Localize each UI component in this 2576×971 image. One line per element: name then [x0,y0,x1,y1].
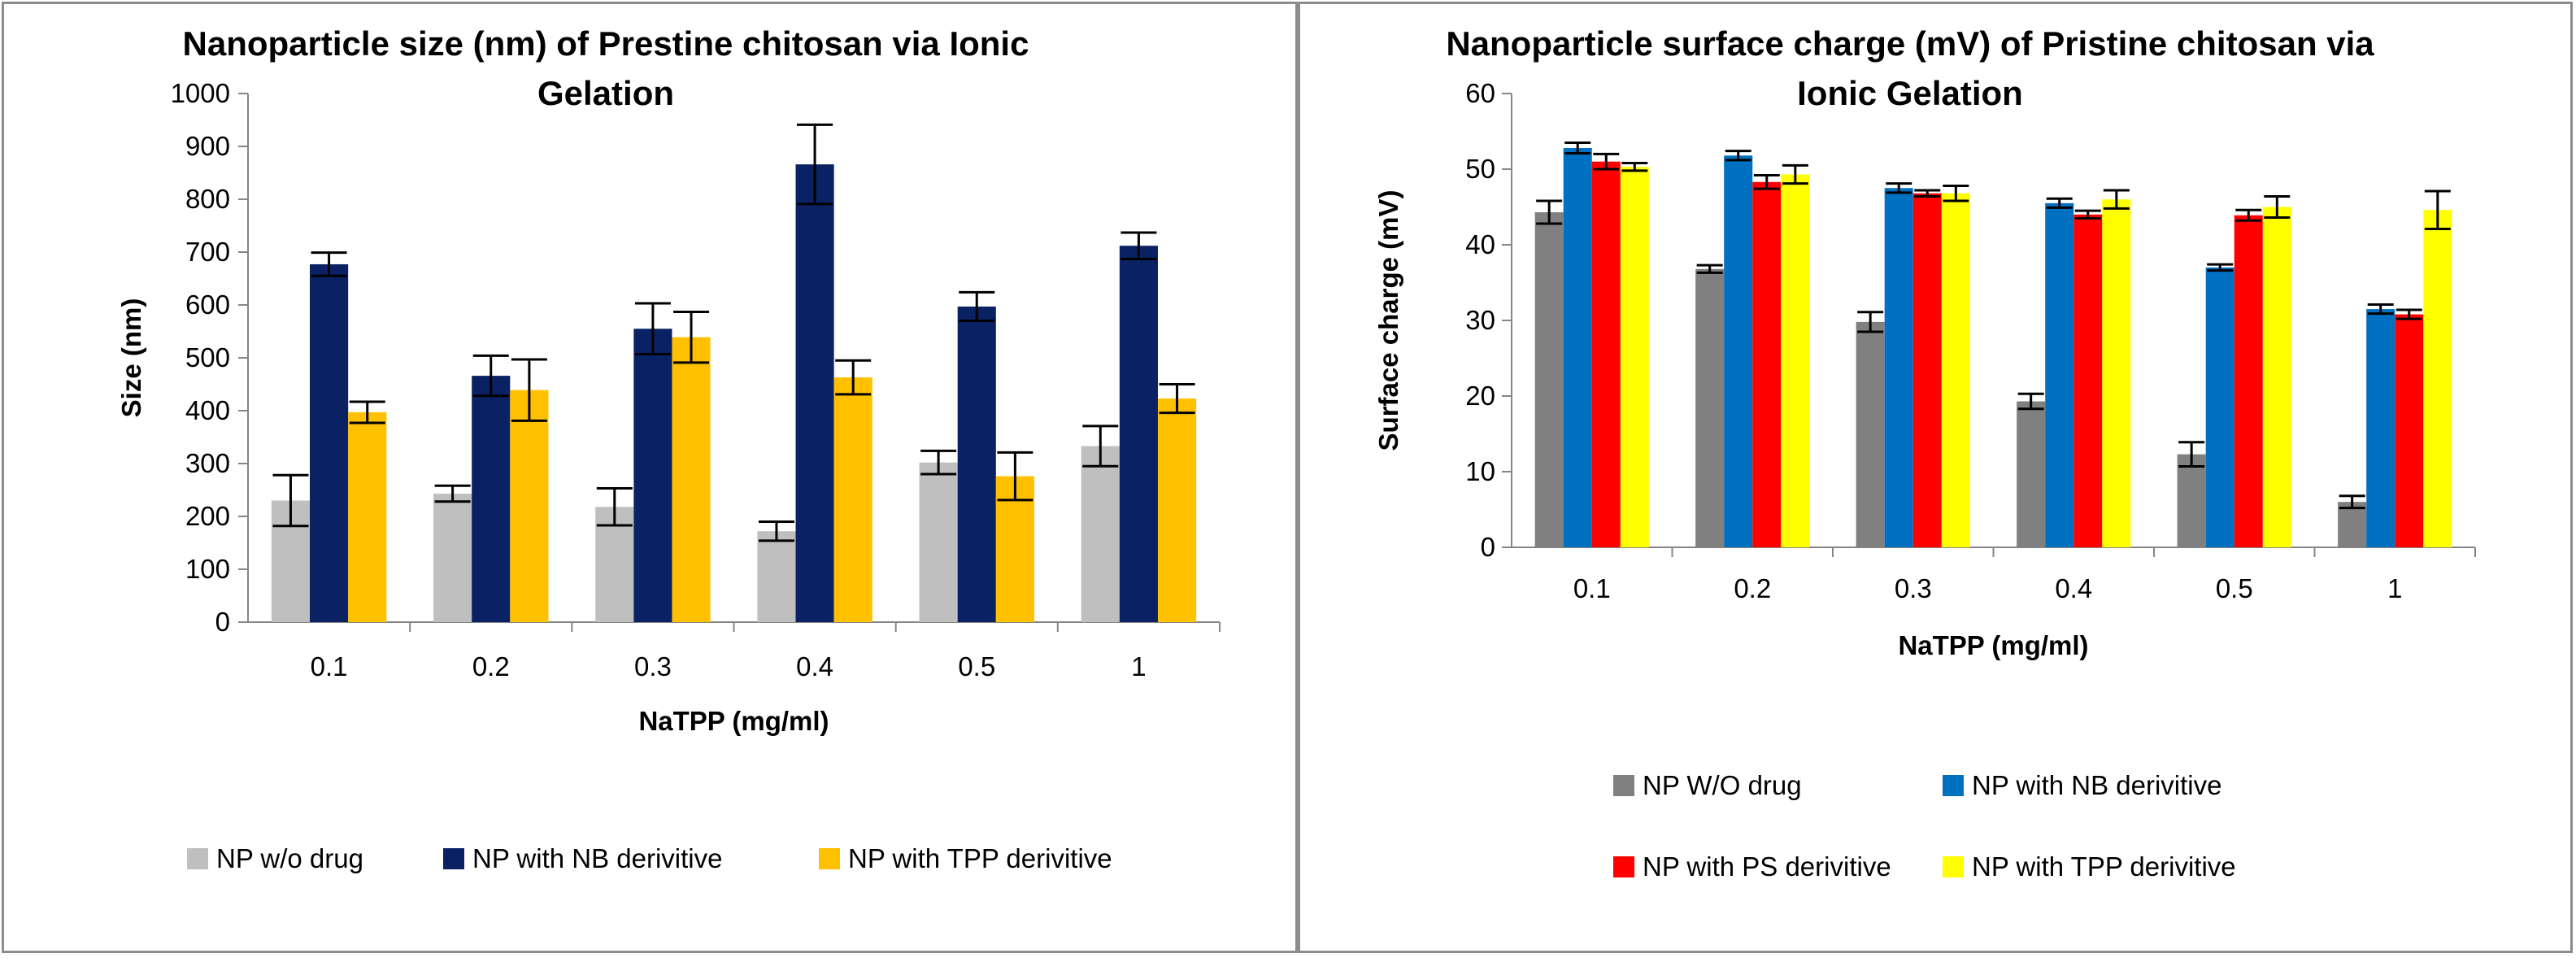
x-tick-label: 0.4 [796,651,833,681]
size-chart-panel: Nanoparticle size (nm) of Prestine chito… [2,2,1298,953]
x-axis-label: NaTPP (mg/ml) [638,706,829,736]
bar [757,531,796,622]
bar [2366,309,2395,547]
bar [510,390,549,622]
bar [2205,267,2234,547]
legend-swatch [1613,856,1634,877]
bar [348,411,387,622]
bar [2262,207,2291,547]
chart-title-line: Nanoparticle surface charge (mV) of Pris… [1446,24,2374,63]
bar [1856,321,1885,547]
y-tick-label: 0 [1481,532,1495,562]
x-tick-label: 0.2 [472,651,510,681]
y-tick-label: 1000 [171,78,230,108]
bar [957,306,996,622]
y-axis-label: Surface charge (mV) [1373,190,1403,451]
bar [1724,155,1753,547]
legend-swatch [819,848,840,869]
size-chart: Nanoparticle size (nm) of Prestine chito… [116,24,1221,873]
bar [2338,502,2367,547]
y-tick-label: 500 [185,342,230,372]
x-tick-label: 0.2 [1734,573,1771,603]
y-tick-label: 100 [185,554,230,584]
legend-label: NP with NB derivitive [1972,770,2222,800]
legend-swatch [1943,775,1964,796]
bar [1941,193,1970,547]
legend-swatch [187,848,208,869]
y-tick-label: 900 [185,131,230,161]
bar [672,337,711,622]
y-tick-label: 40 [1465,229,1495,259]
y-tick-label: 400 [185,395,230,425]
charge-chart-panel: Nanoparticle surface charge (mV) of Pris… [1298,2,2573,953]
x-tick-label: 0.3 [634,651,672,681]
bar [1620,167,1649,547]
bar [1752,181,1782,547]
bar [1781,174,1810,547]
legend-label: NP with NB derivitive [472,843,723,873]
bar [1081,446,1120,622]
bar [2395,314,2424,547]
legend-swatch [1613,775,1634,796]
legend-swatch [1943,856,1964,877]
legend-label: NP w/o drug [216,843,363,873]
bar [1563,147,1592,547]
y-axis-label: Size (nm) [116,298,146,418]
legend-label: NP with TPP derivitive [848,843,1112,873]
x-axis-label: NaTPP (mg/ml) [1898,630,2088,660]
y-tick-label: 600 [185,290,230,320]
y-tick-label: 300 [185,448,230,478]
chart-title-line: Ionic Gelation [1797,74,2023,112]
bar [795,164,834,623]
bar [2177,454,2206,547]
y-tick-label: 10 [1465,456,1495,486]
legend-label: NP with TPP derivitive [1972,851,2236,882]
x-tick-label: 0.3 [1895,573,1932,603]
bar [1591,161,1621,547]
bar [1119,246,1158,622]
y-tick-label: 20 [1465,381,1495,411]
bar [1884,188,1913,547]
y-tick-label: 50 [1465,154,1495,184]
bar [2073,214,2103,547]
bar [472,376,511,622]
bar [1534,212,1564,547]
legend-swatch [443,848,464,869]
y-tick-label: 700 [185,237,230,267]
bar [833,377,872,622]
bar [919,462,958,622]
bar [1157,398,1197,622]
x-tick-label: 1 [1131,651,1146,681]
bar [633,329,672,622]
chart-title-line: Gelation [537,74,674,112]
bar [433,494,472,622]
x-tick-label: 0.1 [1573,573,1611,603]
x-tick-label: 0.1 [311,651,348,681]
x-tick-label: 0.5 [2216,573,2253,603]
bar [2017,401,2046,547]
legend-label: NP with PS derivitive [1643,851,1891,882]
bar [2423,210,2452,547]
y-tick-label: 0 [215,607,230,637]
x-tick-label: 0.5 [958,651,995,681]
y-tick-label: 800 [185,184,230,214]
bar [310,263,349,622]
charge-chart: Nanoparticle surface charge (mV) of Pris… [1373,24,2476,882]
chart-title-line: Nanoparticle size (nm) of Prestine chito… [183,24,1029,63]
bar [1912,193,1942,547]
bar [2045,202,2074,547]
y-tick-label: 30 [1465,305,1495,335]
legend-label: NP W/O drug [1643,770,1802,800]
x-tick-label: 1 [2387,573,2402,603]
y-tick-label: 200 [185,501,230,531]
bar [1695,268,1725,547]
y-tick-label: 60 [1465,78,1495,108]
bar [2234,215,2263,547]
bar [2102,199,2131,547]
x-tick-label: 0.4 [2055,573,2092,603]
